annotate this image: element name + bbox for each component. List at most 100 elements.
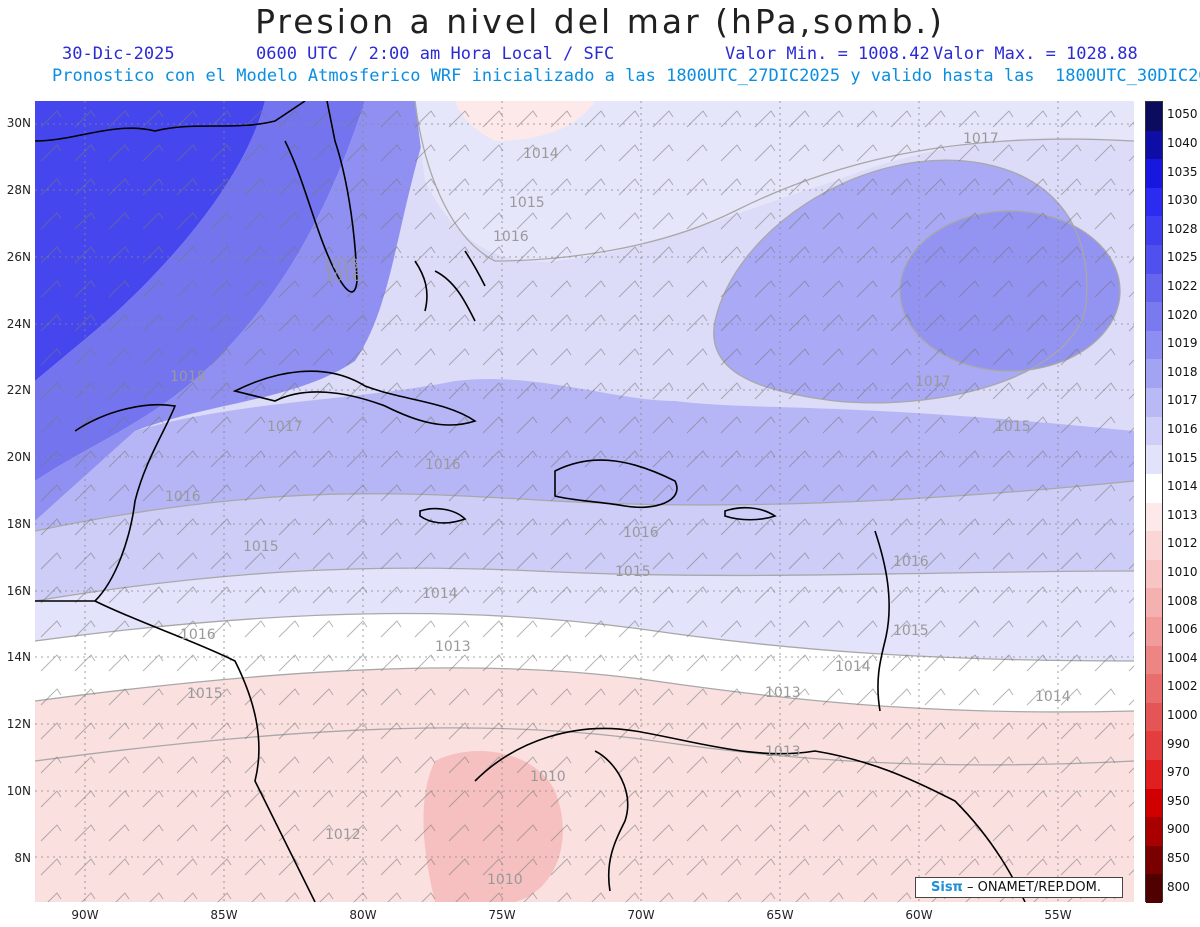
isobar-label: 1017 bbox=[267, 419, 303, 435]
colorbar-label: 1010 bbox=[1167, 565, 1198, 580]
colorbar-label: 1016 bbox=[1167, 421, 1198, 436]
credit-box: Sisπ – ONAMET/REP.DOM. bbox=[915, 877, 1123, 898]
colorbar-cell bbox=[1146, 216, 1162, 246]
isobar-label: 1013 bbox=[765, 685, 801, 701]
colorbar-label: 1008 bbox=[1167, 593, 1198, 608]
colorbar-cell bbox=[1146, 359, 1162, 389]
lon-label: 60W bbox=[905, 908, 933, 922]
colorbar-label: 1015 bbox=[1167, 450, 1198, 465]
lat-label: 26N bbox=[6, 250, 31, 264]
isobar-label: 1015 bbox=[187, 686, 223, 702]
lat-label: 22N bbox=[6, 383, 31, 397]
colorbar-cell bbox=[1146, 759, 1162, 790]
colorbar-cell bbox=[1146, 874, 1162, 904]
isobar-label: 1010 bbox=[487, 872, 523, 888]
colorbar-label: 1000 bbox=[1167, 708, 1198, 723]
colorbar-label: 1020 bbox=[1167, 307, 1198, 322]
colorbar-label: 1030 bbox=[1167, 193, 1198, 208]
puerto-rico bbox=[724, 506, 777, 521]
us-gulf-coast bbox=[35, 101, 306, 142]
colorbar-cell bbox=[1146, 845, 1162, 875]
colorbar-cell bbox=[1146, 302, 1162, 332]
lat-label: 24N bbox=[6, 317, 31, 331]
colorbar-label: 1012 bbox=[1167, 536, 1198, 551]
colorbar-cell bbox=[1146, 130, 1162, 160]
isobar-label: 1016 bbox=[165, 489, 201, 505]
forecast-date: 30-Dic-2025 bbox=[62, 44, 175, 64]
colorbar-label: 990 bbox=[1167, 736, 1190, 751]
isobar-label: 1017 bbox=[915, 374, 951, 390]
isobar-label: 1014 bbox=[835, 659, 871, 675]
isobar-label: 1014 bbox=[1035, 689, 1071, 705]
colorbar-cell bbox=[1146, 245, 1162, 275]
forecast-time: 0600 UTC / 2:00 am Hora Local / SFC bbox=[256, 44, 615, 64]
lat-label: 12N bbox=[6, 717, 31, 731]
colorbar-cell bbox=[1146, 731, 1162, 761]
lon-label: 80W bbox=[349, 908, 377, 922]
isobar-label: 1015 bbox=[615, 564, 651, 580]
colorbar-label: 1017 bbox=[1167, 393, 1198, 408]
isobar-label: 1016 bbox=[325, 269, 361, 285]
colorbar-cell bbox=[1146, 645, 1162, 675]
lat-label: 20N bbox=[6, 450, 31, 464]
sispi-logo: Sisπ bbox=[931, 880, 963, 895]
colorbar-cell bbox=[1146, 388, 1162, 418]
isobar-label: 1015 bbox=[893, 623, 929, 639]
colorbar-label: 800 bbox=[1167, 879, 1190, 894]
lesser-antilles bbox=[874, 530, 890, 712]
jamaica bbox=[419, 507, 467, 524]
value-max: Valor Max. = 1028.88 bbox=[933, 44, 1138, 64]
lat-label: 18N bbox=[6, 517, 31, 531]
yucatan-peninsula bbox=[35, 403, 177, 602]
colorbar-label: 1013 bbox=[1167, 507, 1198, 522]
lat-label: 10N bbox=[6, 784, 31, 798]
lat-lon-grid bbox=[35, 101, 1134, 902]
isobar-label: 1013 bbox=[765, 744, 801, 760]
lon-label: 90W bbox=[71, 908, 99, 922]
value-min: Valor Min. = 1008.42 bbox=[725, 44, 930, 64]
colorbar-label: 1050 bbox=[1167, 107, 1198, 122]
isobar-label: 1015 bbox=[509, 195, 545, 211]
isobar-label: 1018 bbox=[170, 369, 206, 385]
colorbar-label: 900 bbox=[1167, 822, 1190, 837]
colorbar-label: 850 bbox=[1167, 851, 1190, 866]
isobar-label: 1013 bbox=[435, 639, 471, 655]
pressure-map: 1014 1015 1016 1017 1017 1018 1018 1017 … bbox=[35, 101, 1134, 902]
colorbar-label: 1004 bbox=[1167, 650, 1198, 665]
colorbar-cell bbox=[1146, 588, 1162, 618]
colorbar-cell bbox=[1146, 817, 1162, 847]
isobar-label: 1015 bbox=[995, 419, 1031, 435]
lon-label: 70W bbox=[627, 908, 655, 922]
isobar-label: 1016 bbox=[623, 525, 659, 541]
model-info: Pronostico con el Modelo Atmosferico WRF… bbox=[52, 66, 1200, 86]
south-america-coast bbox=[474, 727, 1026, 902]
florida-peninsula bbox=[284, 101, 358, 293]
lat-label: 16N bbox=[6, 584, 31, 598]
lat-label: 28N bbox=[6, 183, 31, 197]
cuba bbox=[232, 370, 477, 426]
map-title: Presion a nivel del mar (hPa,somb.) bbox=[255, 2, 945, 41]
colorbar-cell bbox=[1146, 502, 1162, 532]
colorbar-cell bbox=[1146, 273, 1162, 303]
lon-label: 55W bbox=[1044, 908, 1072, 922]
colorbar-cell bbox=[1146, 159, 1162, 189]
coastlines bbox=[35, 101, 1026, 902]
isobar-labels: 1014 1015 1016 1017 1017 1018 1018 1017 … bbox=[165, 131, 1071, 888]
colorbar-cell bbox=[1146, 531, 1162, 561]
colorbar-label: 1022 bbox=[1167, 278, 1198, 293]
isobar-label: 1016 bbox=[893, 554, 929, 570]
bahamas bbox=[414, 250, 486, 322]
pressure-field-svg: 1014 1015 1016 1017 1017 1018 1018 1017 … bbox=[35, 101, 1134, 902]
colorbar-cell bbox=[1146, 559, 1162, 589]
colorbar-label: 1025 bbox=[1167, 250, 1198, 265]
maracaibo bbox=[594, 750, 629, 892]
colorbar bbox=[1145, 101, 1163, 904]
colorbar-cell bbox=[1146, 674, 1162, 704]
colorbar-cell bbox=[1146, 473, 1162, 503]
colorbar-cell bbox=[1146, 616, 1162, 647]
colorbar-cell bbox=[1146, 416, 1162, 446]
central-america-east bbox=[94, 600, 316, 902]
colorbar-cell bbox=[1146, 445, 1162, 475]
lon-label: 75W bbox=[488, 908, 516, 922]
isobar-label: 1016 bbox=[425, 457, 461, 473]
